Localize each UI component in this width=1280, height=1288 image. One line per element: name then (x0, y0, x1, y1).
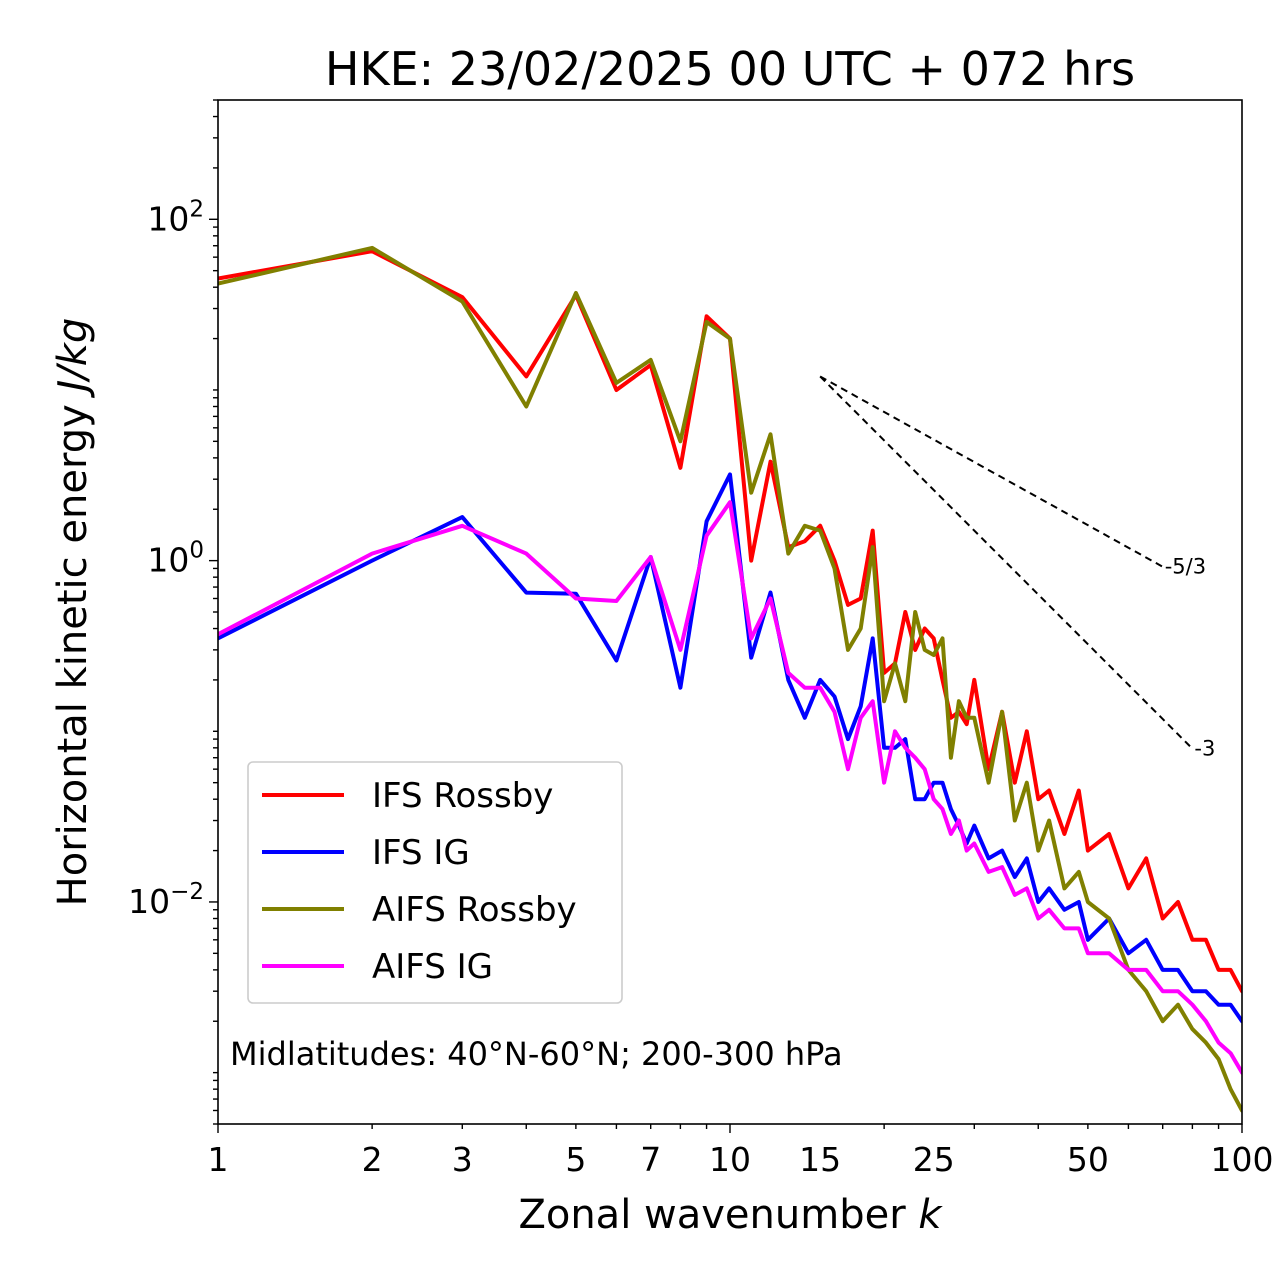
series-line-ifs-rossby (218, 249, 1242, 994)
legend: IFS Rossby IFS IG AIFS Rossby AIFS IG (247, 761, 623, 1004)
x-tick-label: 2 (362, 1140, 383, 1179)
region-annotation: Midlatitudes: 40°N-60°N; 200-300 hPa (230, 1035, 843, 1073)
x-tick-label: 5 (565, 1140, 586, 1179)
series-layer (218, 245, 1242, 1113)
x-tick-label: 3 (452, 1140, 473, 1179)
y-tick-label: 102 (147, 196, 204, 238)
x-axis-label: Zonal wavenumber k (518, 1192, 943, 1238)
reference-slope-line-1 (819, 375, 1164, 568)
y-axis: 10−2 100 102 (128, 99, 218, 1125)
x-tick-label: 25 (913, 1140, 955, 1179)
y-tick-label: 100 (147, 538, 204, 580)
reference-slopes: -5/3 -3 (819, 375, 1215, 761)
legend-label: AIFS Rossby (372, 890, 577, 930)
legend-label: IFS Rossby (372, 776, 553, 816)
legend-box (247, 761, 623, 1004)
x-axis: 1 2 3 5 7 10 15 25 50 100 (208, 1124, 1274, 1179)
legend-label: AIFS IG (372, 947, 493, 987)
x-tick-label: 50 (1067, 1140, 1109, 1179)
reference-slope-label-1: -5/3 (1165, 555, 1206, 579)
series-line-ifs-ig (218, 472, 1242, 1024)
reference-slope-label-2: -3 (1194, 737, 1215, 761)
chart-title: HKE: 23/02/2025 00 UTC + 072 hrs (325, 42, 1135, 96)
y-axis-label: Horizontal kinetic energy J/kg (50, 318, 96, 907)
x-tick-label: 15 (799, 1140, 841, 1179)
x-tick-label: 7 (640, 1140, 661, 1179)
x-tick-label: 100 (1211, 1140, 1274, 1179)
x-tick-label: 10 (709, 1140, 751, 1179)
y-tick-label: 10−2 (128, 879, 204, 921)
x-tick-label: 1 (208, 1140, 229, 1179)
series-line-aifs-ig (218, 500, 1242, 1075)
reference-slope-line-2 (819, 375, 1194, 750)
legend-label: IFS IG (372, 833, 470, 873)
